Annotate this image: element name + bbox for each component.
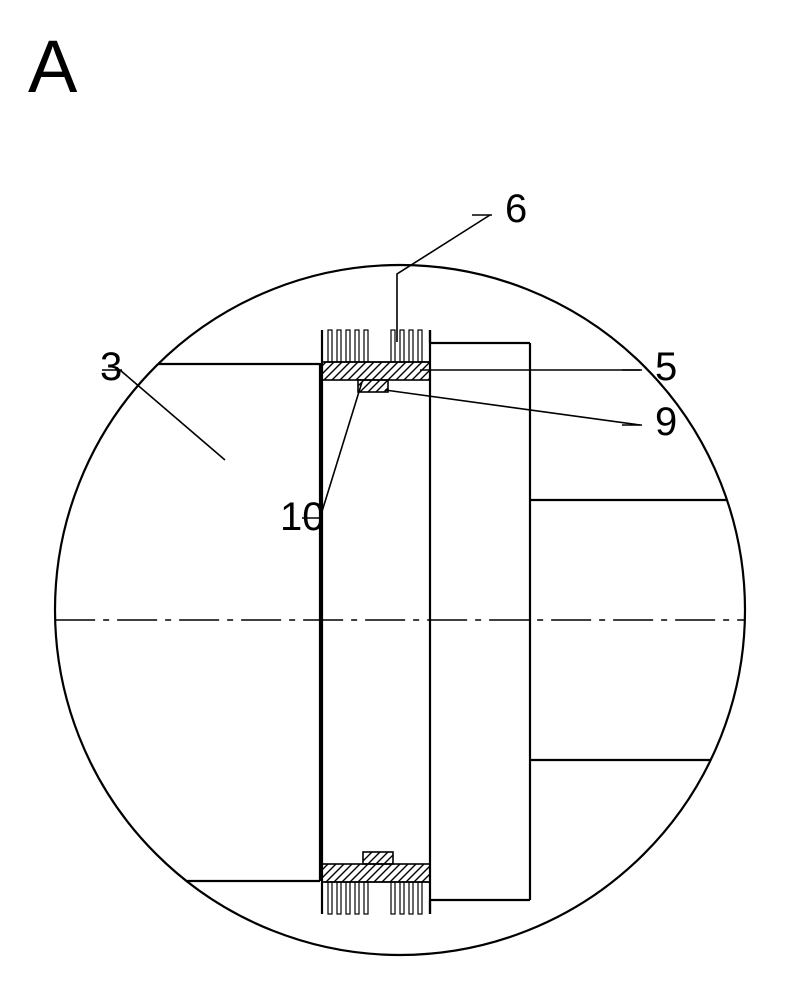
label-3: 3: [100, 345, 122, 389]
callout-5: 5: [420, 345, 677, 389]
nub-bot: [363, 852, 393, 864]
teeth-bot: [324, 882, 430, 914]
callout-3: 3: [100, 345, 225, 460]
nub-top: [358, 380, 388, 392]
label-10: 10: [280, 495, 325, 539]
leader-9: [385, 390, 640, 425]
hatched-bar-top: [322, 362, 430, 380]
leader-3: [120, 370, 225, 460]
label-9: 9: [655, 400, 677, 444]
leader-6: [397, 215, 490, 342]
leader-10: [320, 382, 362, 518]
view-label: A: [28, 25, 78, 108]
hatched-bar-bot: [322, 864, 430, 882]
teeth-top: [324, 330, 430, 362]
label-6: 6: [505, 187, 527, 231]
label-5: 5: [655, 345, 677, 389]
engineering-diagram: A 3 6 5 9 10: [0, 0, 801, 1000]
callout-9: 9: [385, 390, 677, 444]
